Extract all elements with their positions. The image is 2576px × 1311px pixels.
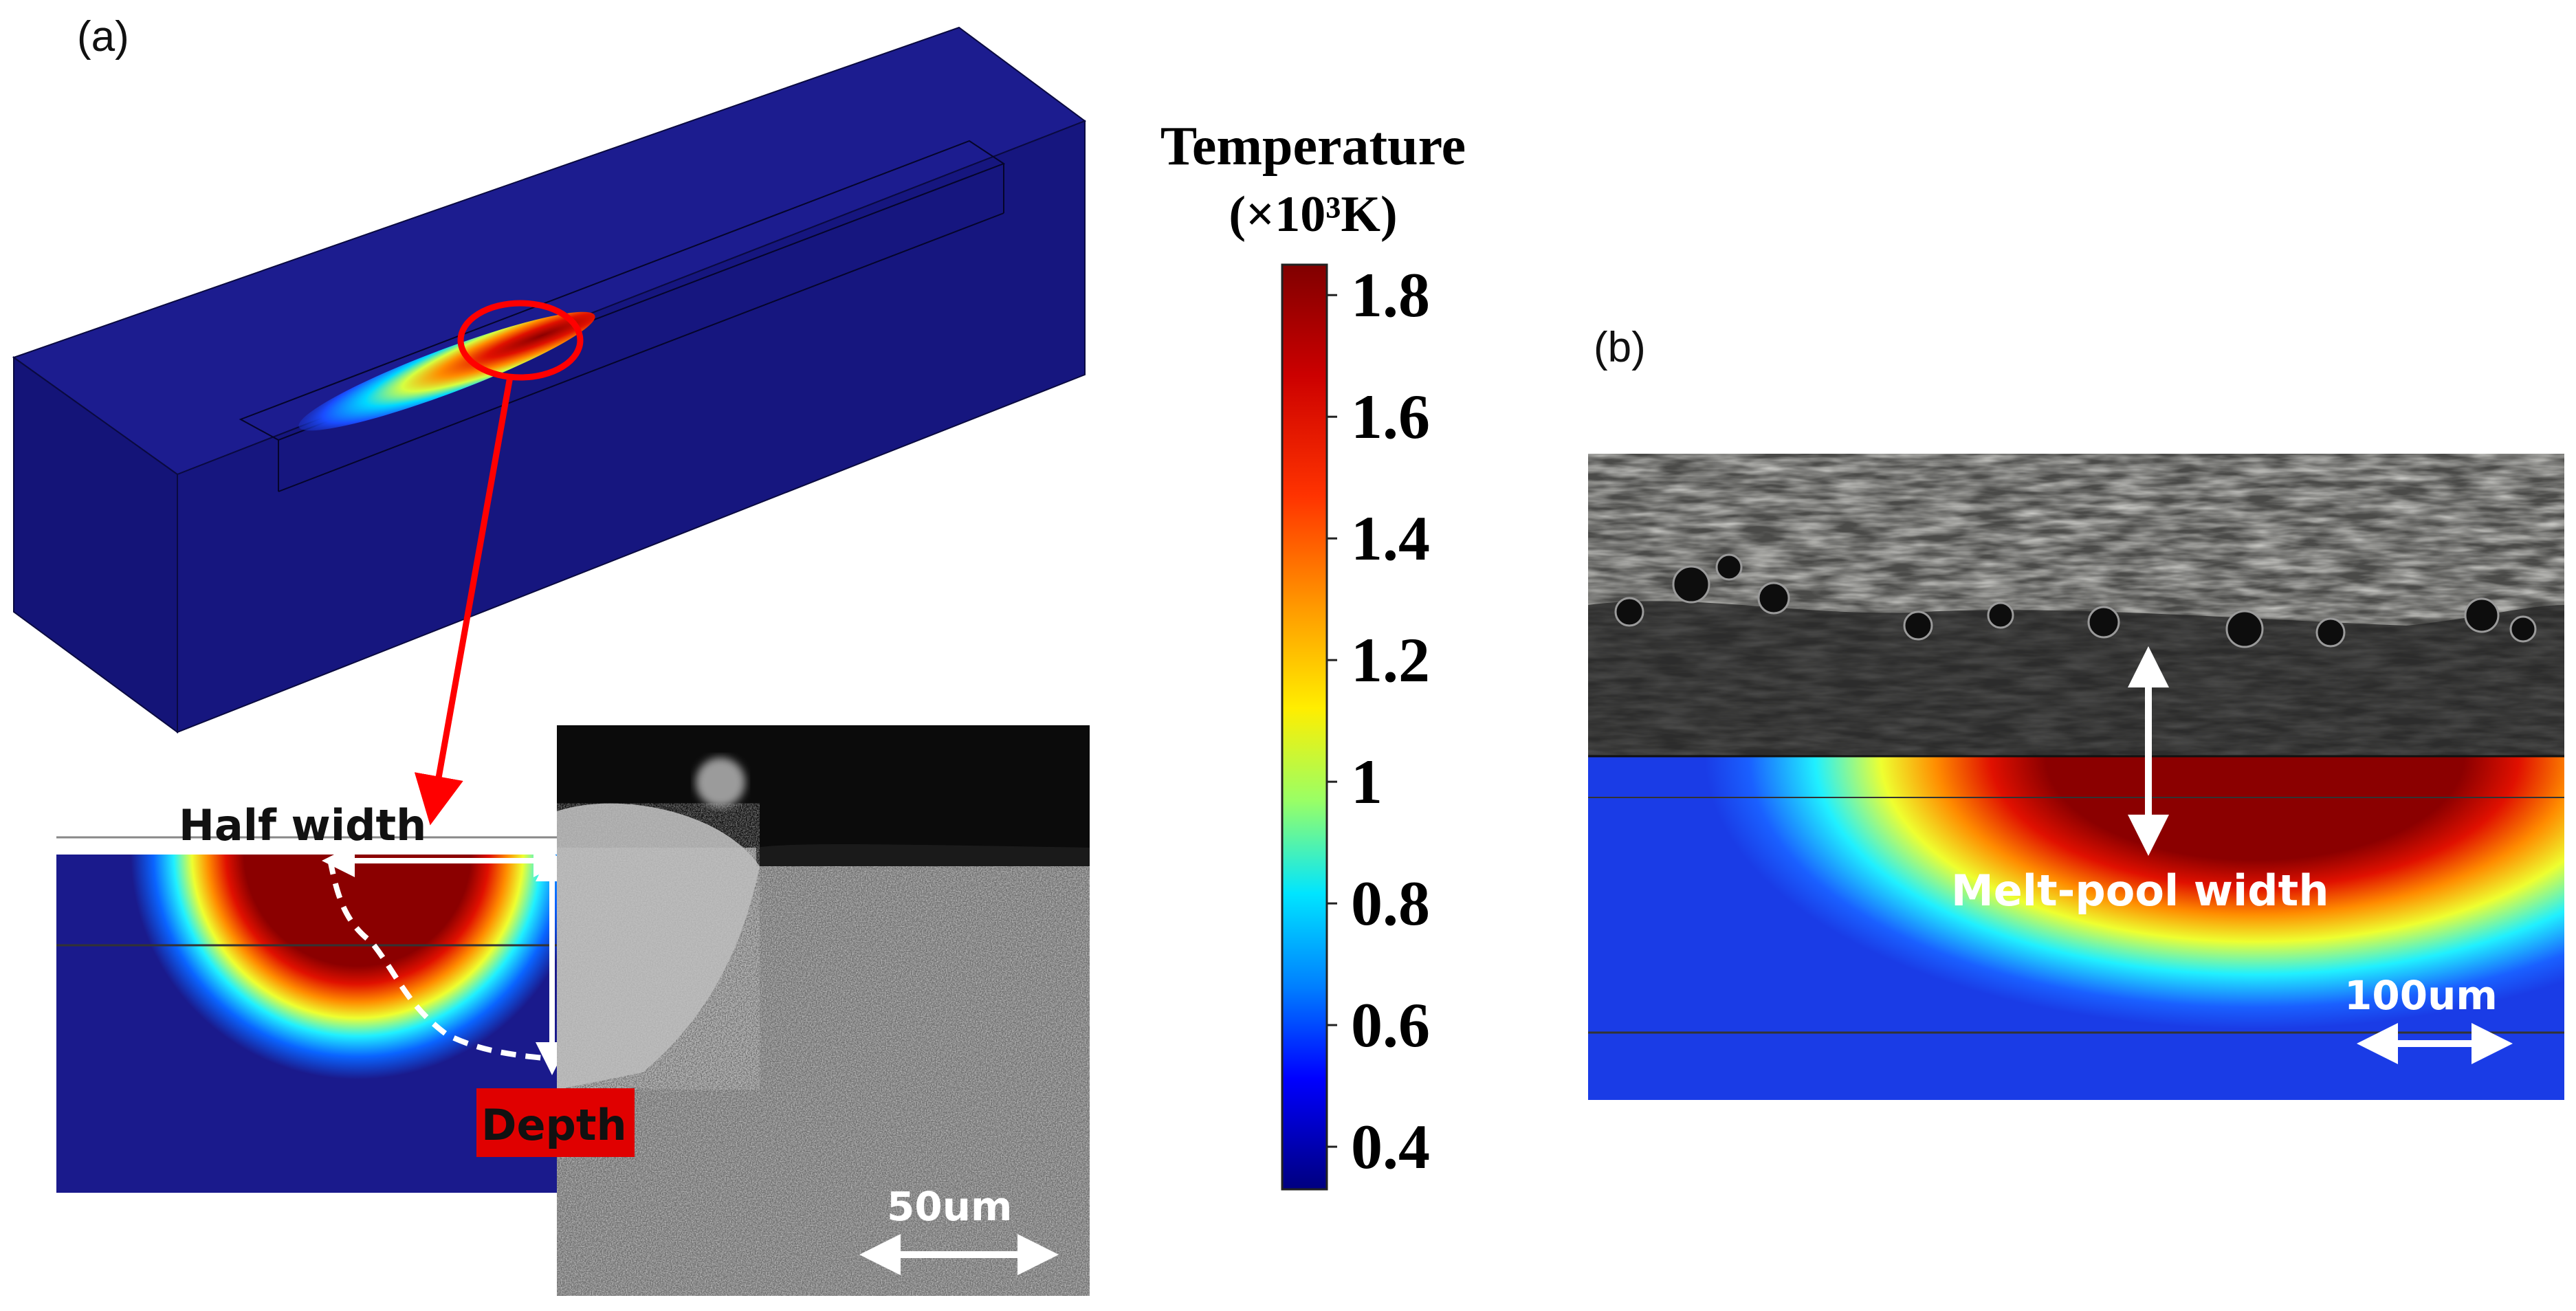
colorbar-tick-label: 1.2	[1351, 625, 1430, 696]
depth-label-box	[476, 1088, 635, 1157]
scale-bar-a-label: 50um	[887, 1183, 1012, 1230]
colorbar-tick-label: 1.6	[1351, 382, 1430, 452]
scale-bar-b-label: 100um	[2344, 972, 2498, 1019]
depth-label: Depth	[481, 1100, 627, 1150]
colorbar-unit: (×10³K)	[1229, 186, 1398, 243]
colorbar-tick-label: 1.4	[1351, 503, 1430, 574]
micrograph-a	[557, 725, 1090, 1296]
zoom-arrow	[414, 376, 514, 826]
colorbar-tick-label: 0.8	[1351, 868, 1430, 939]
colorbar-tick-label: 1.8	[1351, 260, 1430, 331]
colorbar-title: Temperature	[1160, 116, 1466, 177]
panel-a-label: (a)	[77, 13, 129, 60]
colorbar-tick-label: 1	[1351, 747, 1383, 817]
colorbar-tick-label: 0.6	[1351, 990, 1430, 1061]
colorbar-ticks	[1327, 294, 1337, 1148]
melt-pool-width-label: Melt-pool width	[1951, 866, 2329, 916]
melt-pool-highlight-circle	[457, 300, 584, 381]
panel-b-label: (b)	[1594, 324, 1646, 371]
simulation-block-3d	[12, 26, 1087, 734]
colorbar	[1281, 263, 1328, 1191]
cross-section-simulation-b	[1588, 646, 2564, 1100]
half-width-label: Half width	[179, 800, 426, 850]
colorbar-tick-label: 0.4	[1351, 1112, 1430, 1182]
micrograph-b	[1588, 454, 2564, 756]
cross-section-simulation-a	[56, 836, 569, 1193]
